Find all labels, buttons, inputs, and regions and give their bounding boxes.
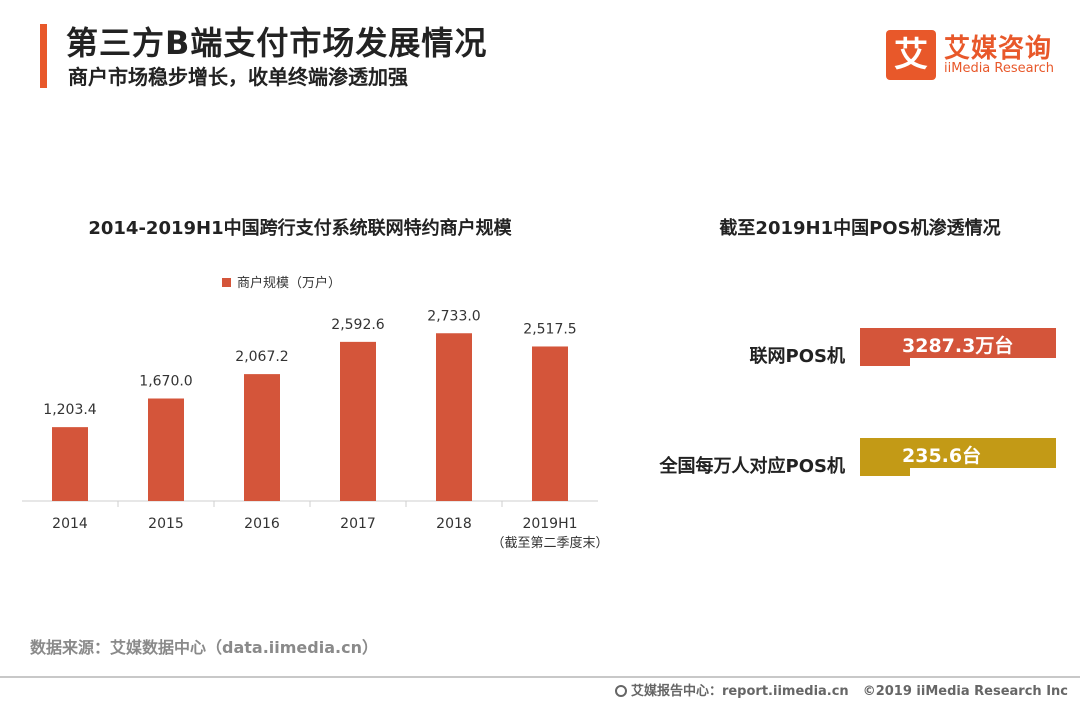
pos-category-label: 全国每万人对应POS机: [659, 455, 845, 477]
x-tick-label: 2014: [52, 516, 88, 532]
logo-chinese-name: 艾媒咨询: [944, 34, 1053, 64]
footer-divider: [0, 676, 1080, 678]
bar-value-label: 2,733.0: [427, 308, 480, 324]
merchant-bar-chart: 商户规模（万户） 1,203.4 2014 1,670.0 2015 2,067.2 201…: [22, 275, 609, 551]
bar-value-label: 1,203.4: [43, 402, 97, 418]
footer-copyright: ©2019 iiMedia Research Inc: [862, 684, 1068, 699]
data-source: 数据来源：艾媒数据中心（data.iimedia.cn）: [30, 638, 378, 657]
pos-value-label: 235.6台: [902, 444, 981, 467]
page-title: 第三方B端支付市场发展情况: [66, 24, 488, 62]
title-accent-bar: [40, 24, 47, 88]
merchant-chart-title: 2014-2019H1中国跨行支付系统联网特约商户规模: [88, 218, 512, 239]
bar-2016: [244, 374, 280, 501]
footer-report-center: 艾媒报告中心：report.iimedia.cn: [630, 684, 849, 699]
bar-2017: [340, 341, 376, 501]
pos-value-label: 3287.3万台: [902, 334, 1013, 357]
pos-bar-top: [860, 328, 1056, 358]
bar-2018: [436, 333, 472, 501]
bar-2015: [148, 398, 184, 501]
x-tick-label: 2017: [340, 516, 376, 532]
pos-row-2: 235.6台 全国每万人对应POS机: [659, 438, 1056, 477]
pos-bar-top: [860, 438, 1056, 468]
globe-icon: [614, 685, 627, 697]
x-tick-label: 2015: [148, 516, 184, 532]
pos-bar-tab: [860, 468, 910, 476]
pos-bar-tab: [860, 358, 910, 366]
logo-mark: 艾: [886, 30, 936, 80]
pos-chart-title: 截至2019H1中国POS机渗透情况: [719, 218, 1001, 239]
chart-legend: 商户规模（万户）: [222, 275, 341, 291]
brand-logo: 艾 艾媒咨询 iiMedia Research: [886, 28, 1066, 84]
logo-english-name: iiMedia Research: [944, 61, 1055, 76]
x-tick-label: 2019H1: [522, 516, 577, 532]
x-tick-label: 2016: [244, 516, 280, 532]
x-tick-note: （截至第二季度末）: [491, 535, 608, 551]
bar-2019H1: [532, 346, 568, 501]
bar-value-label: 1,670.0: [139, 373, 192, 389]
bar-value-label: 2,517.5: [523, 321, 576, 337]
x-tick-label: 2018: [436, 516, 472, 532]
bar-value-label: 2,067.2: [235, 349, 288, 365]
bar-value-label: 2,592.6: [331, 317, 385, 333]
bar-2014: [52, 427, 88, 501]
legend-swatch: [222, 278, 231, 287]
page-subtitle: 商户市场稳步增长，收单终端渗透加强: [68, 65, 408, 89]
pos-category-label: 联网POS机: [750, 346, 845, 367]
legend-label: 商户规模（万户）: [237, 275, 341, 291]
footer: 艾媒报告中心：report.iimedia.cn ©2019 iiMedia Re…: [614, 680, 1068, 699]
